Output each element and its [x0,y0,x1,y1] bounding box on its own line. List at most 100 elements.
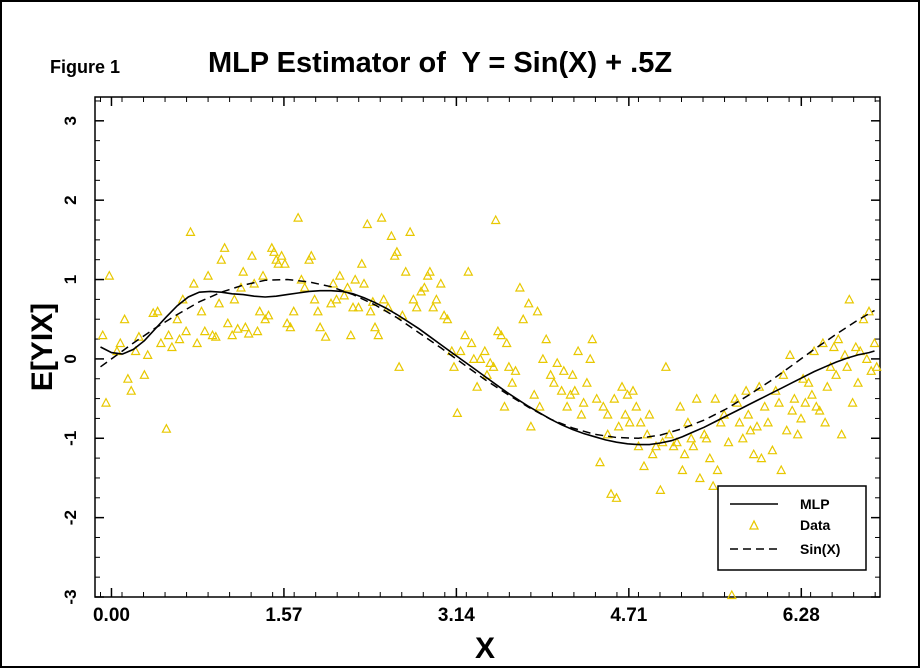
data-point [104,270,115,280]
data-point [309,294,320,304]
data-point [386,230,397,240]
data-point [353,302,364,312]
data-point [210,331,221,341]
legend-mlp-label: MLP [800,496,830,512]
data-point [774,397,784,407]
data-point [573,345,584,356]
data-point [142,349,153,359]
data-point [864,306,874,316]
data-point [710,393,721,403]
data-point [185,226,196,236]
data-point [485,357,496,367]
mlp-curve [100,289,875,446]
legend-box [717,485,867,571]
data-point [199,325,210,336]
data-point [472,381,483,391]
data-point [331,294,342,304]
data-point [373,329,384,340]
data-point [97,329,108,340]
data-point [503,361,514,371]
data-point [602,409,613,419]
data-point [232,323,243,333]
data-point [639,460,649,471]
legend-data-swatch [748,519,760,530]
data-point [803,377,814,387]
y-tick-label: 1 [61,275,80,284]
data-point [800,397,811,407]
data-point [587,333,598,344]
data-series [97,212,882,600]
data-point [609,393,620,403]
data-point [293,212,304,222]
data-point [370,321,380,332]
data-point [320,331,331,341]
data-point [192,337,203,348]
data-point [243,328,254,338]
data-point [155,337,166,348]
data-point [496,329,507,340]
data-point [348,302,358,312]
data-point [737,433,748,443]
data-point [119,313,130,324]
data-point [569,385,580,395]
data-point [655,484,666,494]
data-point [101,397,111,407]
data-point [181,325,192,336]
data-point [523,298,534,308]
data-point [525,421,536,431]
data-point [842,361,853,371]
data-point [595,456,605,467]
data-point [671,436,682,447]
data-point [541,333,552,344]
chart-title: MLP Estimator of Y = Sin(X) + .5Z [208,47,672,79]
data-point [545,369,556,379]
data-point [853,377,863,387]
data-point [383,302,394,312]
legend-sin-label: Sin(X) [800,541,840,557]
data-point [463,266,474,276]
data-point [617,381,627,391]
data-point [869,337,880,348]
data-point [644,409,655,419]
data-point [227,329,238,340]
data-point [365,306,376,316]
data-point [196,306,207,316]
data-point [708,480,719,490]
data-point [510,365,521,375]
data-point [602,429,613,439]
data-point [701,433,712,443]
data-point [620,409,631,419]
data-point [152,306,163,316]
data-point [624,417,635,427]
data-point [647,448,658,459]
data-point [359,278,369,288]
data-point [376,212,387,222]
data-point [688,440,699,451]
data-point [378,294,389,304]
data-point [203,270,214,280]
data-point [285,321,296,332]
data-point [424,266,435,276]
data-point [247,250,257,260]
data-point [796,413,806,423]
data-point [276,250,287,260]
data-point [679,448,690,459]
data-point [576,409,587,419]
data-point [675,401,686,411]
data-point [460,329,470,340]
data-point [269,246,279,256]
data-point [391,246,402,256]
data-point [677,464,688,475]
data-point [817,337,828,348]
data-point [339,290,350,300]
data-point [787,405,798,415]
data-point [789,393,800,403]
data-point [723,436,734,447]
data-point [507,377,518,387]
data-point [552,357,563,367]
data-point [833,333,844,344]
data-point [334,270,345,280]
data-point [820,417,831,427]
data-point [449,361,459,371]
data-point [252,325,263,336]
